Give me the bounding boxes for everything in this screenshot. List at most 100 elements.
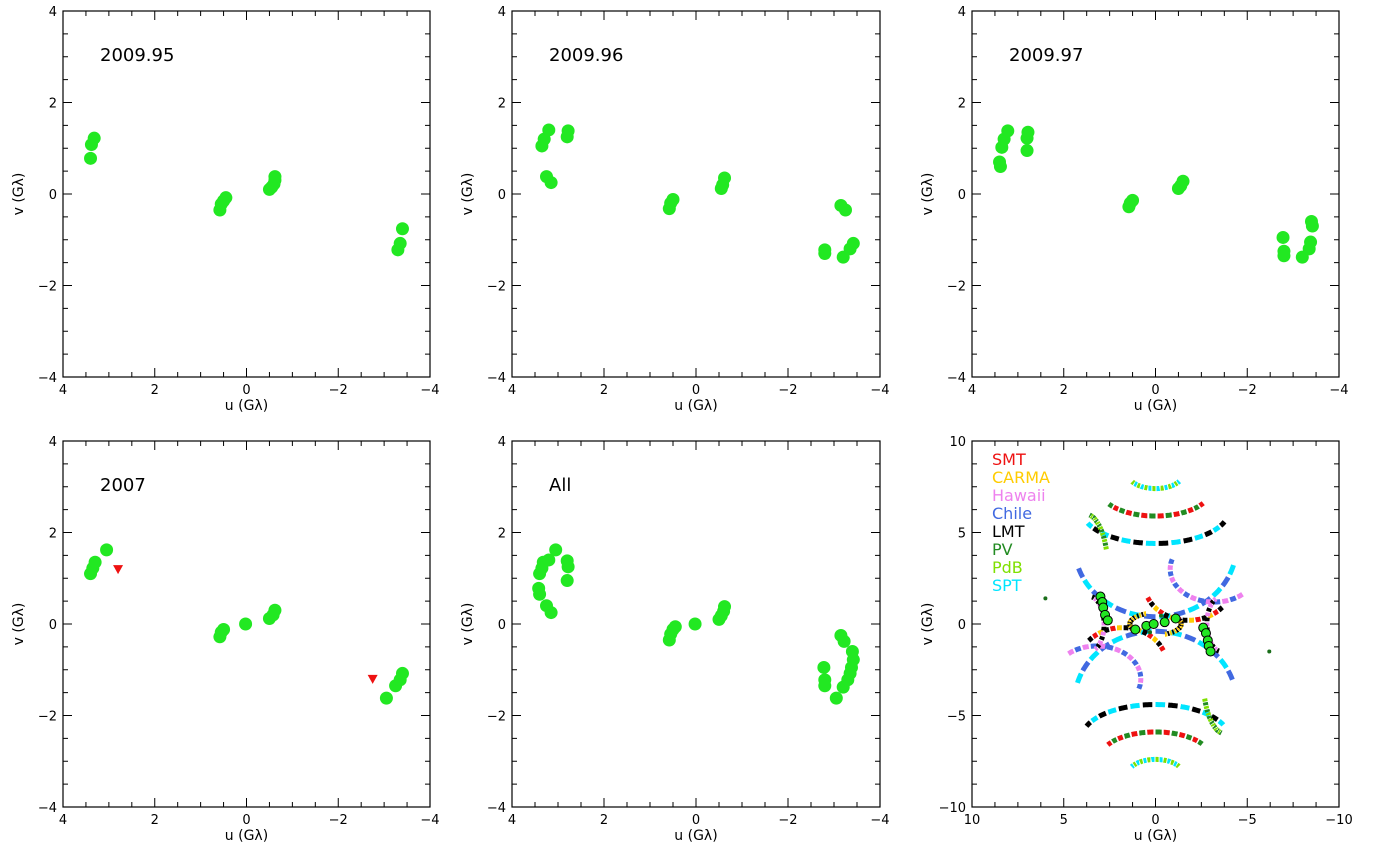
y-tick-label: −4	[487, 801, 506, 816]
uv-track-segment	[1145, 596, 1152, 603]
uv-track-segment	[1212, 646, 1218, 652]
y-axis-label: v (Gλ)	[920, 603, 936, 646]
uv-track-segment	[1236, 592, 1244, 600]
uv-track-segment	[1136, 683, 1143, 690]
uv-track-segment	[1106, 644, 1114, 651]
uv-track-segment	[1106, 740, 1113, 747]
uv-track-segment	[1194, 533, 1204, 541]
uv-track-segment	[1218, 657, 1229, 670]
uv-short-baseline-point	[1159, 613, 1164, 618]
y-tick-label: −2	[487, 280, 506, 295]
x-tick-label: 2	[151, 383, 159, 398]
y-tick-label: −5	[947, 710, 966, 725]
x-tick-label: 2	[600, 813, 608, 828]
x-axis-label: u (Gλ)	[1134, 398, 1177, 414]
uv-track-segment	[1128, 619, 1134, 623]
x-tick-label: 4	[508, 813, 516, 828]
uv-track-segment	[1074, 645, 1082, 653]
uv-track-segment	[1187, 506, 1194, 514]
y-tick-label: −2	[38, 710, 57, 725]
y-axis-label: v (Gλ)	[11, 603, 27, 646]
y-tick-label: −4	[947, 371, 966, 386]
y-tick-label: 4	[498, 435, 506, 450]
uv-track-segment	[1193, 504, 1200, 511]
uv-track-segment	[1204, 529, 1213, 538]
y-tick-label: 4	[958, 5, 966, 20]
uv-track-segment	[1114, 605, 1127, 615]
uv-track-segment	[1151, 636, 1159, 644]
x-tick-label: 0	[692, 813, 700, 828]
panel-label: 2009.97	[1009, 45, 1083, 66]
data-point	[1021, 125, 1035, 139]
nondetection-marker	[113, 565, 124, 575]
uv-track-segment	[1092, 516, 1098, 522]
uv-track-segment	[1191, 706, 1201, 714]
y-tick-label: −2	[487, 710, 506, 725]
y-tick-label: −4	[38, 801, 57, 816]
x-axis-label: u (Gλ)	[674, 828, 717, 844]
uv-track-segment	[1221, 597, 1229, 604]
uv-track-segment	[1131, 659, 1139, 666]
y-axis-label: v (Gλ)	[11, 173, 27, 216]
uv-track-segment	[1185, 734, 1193, 741]
uv-track-segment	[1080, 660, 1091, 672]
x-tick-label: −5	[1238, 813, 1257, 828]
uv-track-segment	[1227, 564, 1236, 576]
uv-track-segment	[1171, 539, 1181, 546]
uv-track-segment	[1184, 633, 1197, 643]
uv-track-segment	[1167, 702, 1178, 709]
uv-track-segment	[1207, 603, 1214, 609]
y-tick-label: 0	[498, 188, 506, 203]
x-tick-label: −2	[329, 813, 348, 828]
uv-track-segment	[1123, 732, 1131, 739]
data-point	[560, 574, 574, 588]
uv-short-baseline-point	[1147, 630, 1152, 635]
data-point	[549, 543, 563, 557]
x-tick-label: 4	[508, 383, 516, 398]
uv-track-segment	[1141, 512, 1148, 519]
uv-track-segment	[1067, 648, 1075, 656]
data-point	[268, 170, 282, 184]
uv-track-segment	[1197, 597, 1205, 604]
uv-track-segment	[1163, 729, 1170, 736]
y-tick-label: 2	[49, 97, 57, 112]
uv-track-segment	[1213, 726, 1219, 732]
uv-track-segment	[1133, 614, 1138, 620]
uv-track-segment	[1118, 507, 1126, 514]
uv-track-segment	[1169, 630, 1183, 638]
uv-track-segment	[1129, 763, 1135, 769]
uv-track-segment	[1120, 649, 1129, 657]
uv-track-segment	[1212, 525, 1221, 533]
uv-track-segment	[1171, 629, 1175, 635]
data-point	[1277, 249, 1291, 263]
uv-track-segment	[1194, 616, 1202, 623]
uv-track-segment	[1097, 639, 1104, 645]
legend-entry: LMT	[992, 522, 1025, 541]
legend-entry: CARMA	[992, 468, 1050, 487]
x-tick-label: 0	[242, 383, 250, 398]
x-tick-label: 0	[1151, 813, 1159, 828]
uv-track-segment	[1142, 757, 1147, 764]
legend-entry: Hawaii	[992, 486, 1046, 505]
uv-track-segment	[1103, 546, 1109, 550]
y-tick-label: 0	[958, 188, 966, 203]
data-point	[395, 222, 409, 236]
uv-track-segment	[1212, 609, 1219, 616]
data-point	[219, 191, 233, 205]
uv-track-segment	[1114, 646, 1122, 654]
uv-track-segment	[1173, 628, 1178, 634]
x-tick-label: −2	[329, 383, 348, 398]
uv-track-segment	[1183, 536, 1193, 544]
uv-track-segment	[1133, 481, 1138, 487]
uv-track-segment	[1107, 502, 1114, 509]
uv-track-segment	[1111, 737, 1118, 744]
uv-track-segment	[1130, 702, 1140, 709]
uv-track-segment	[1176, 479, 1182, 485]
x-tick-label: 0	[1151, 383, 1159, 398]
data-point	[100, 543, 114, 557]
legend-entry: PV	[992, 540, 1013, 559]
uv-track-segment	[1084, 720, 1093, 728]
uv-track-segment	[1130, 616, 1135, 622]
y-axis-label: v (Gλ)	[460, 173, 476, 216]
uv-track-segment	[1102, 542, 1109, 547]
